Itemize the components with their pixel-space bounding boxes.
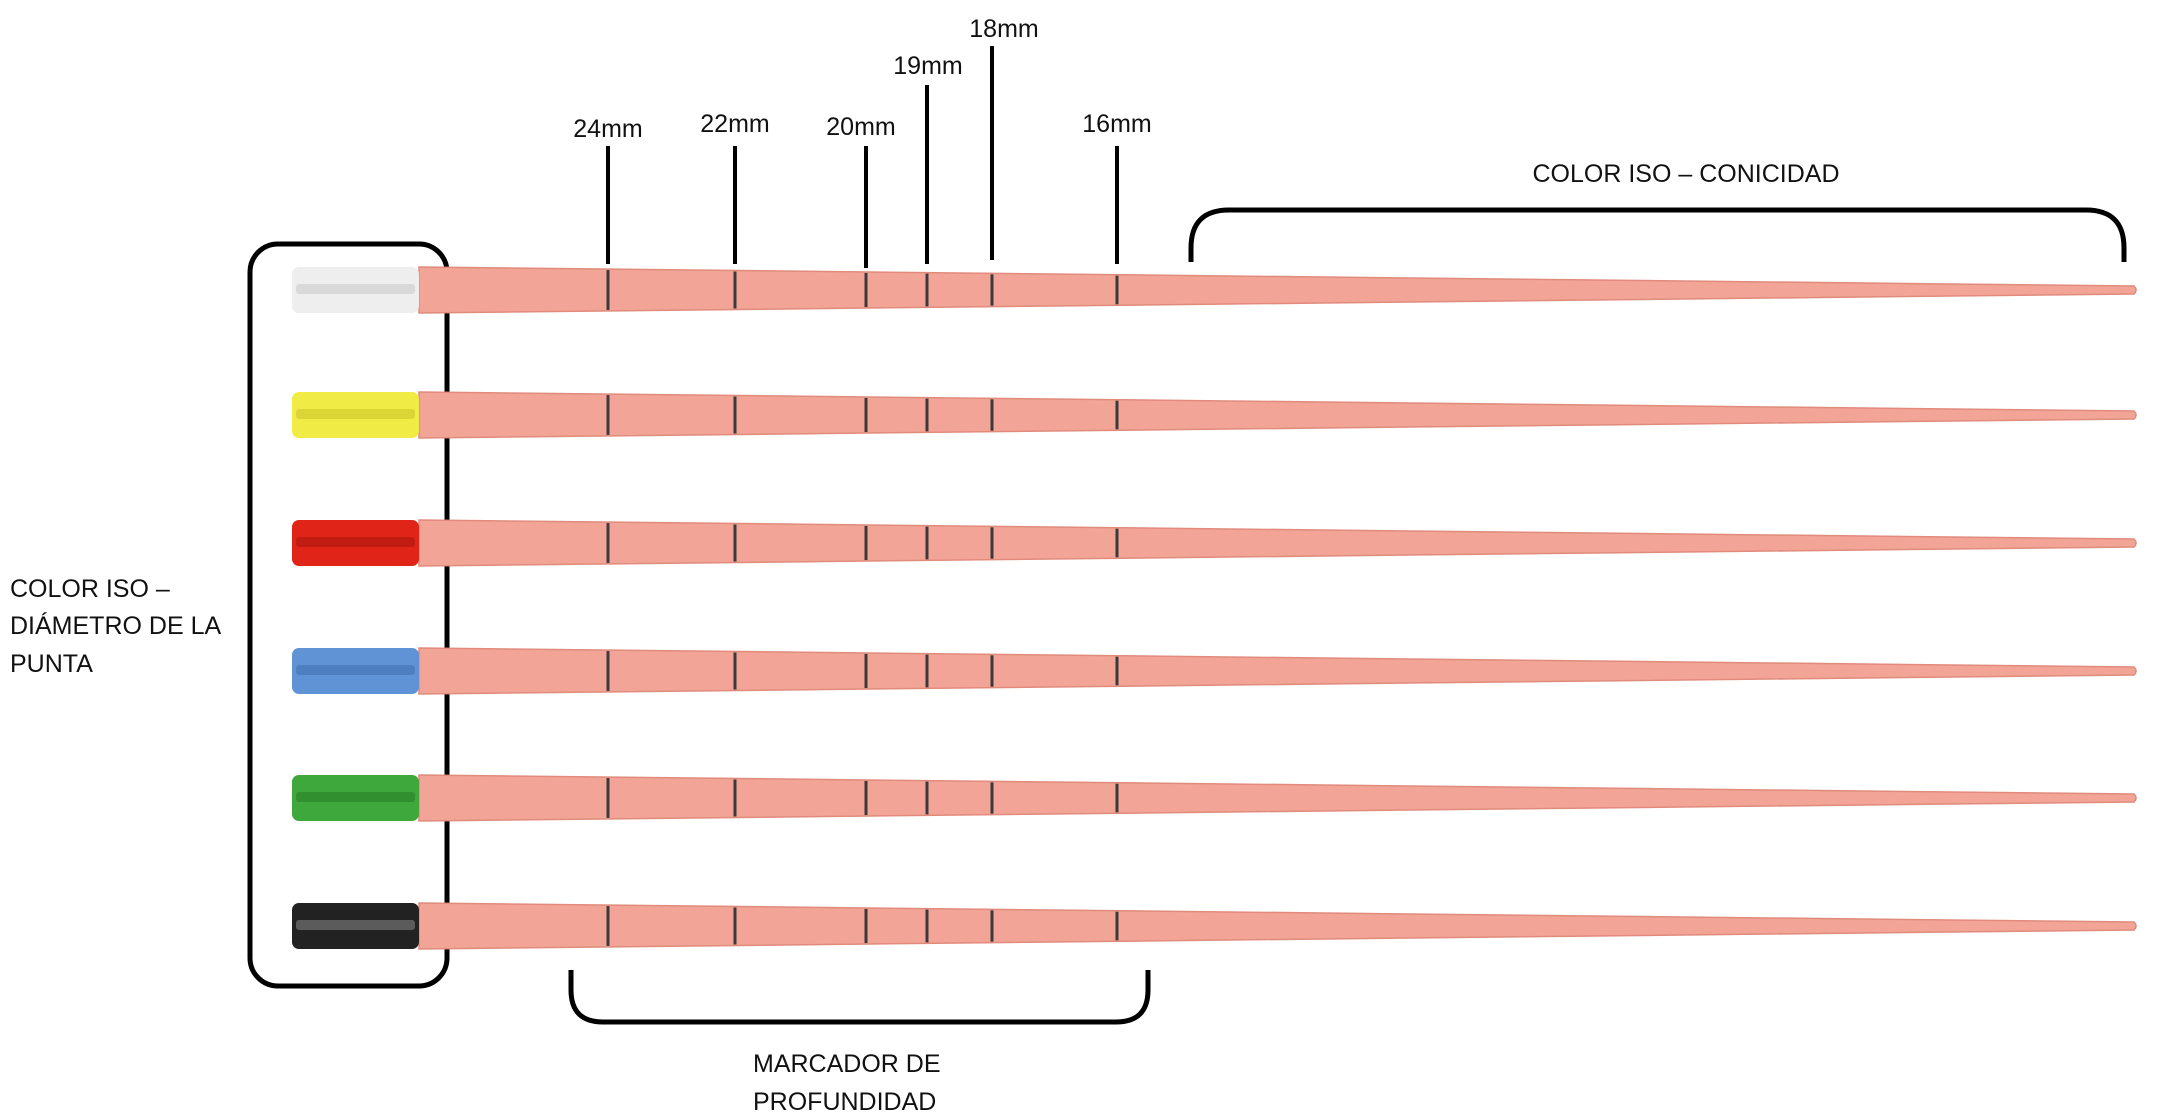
instrument-green [292,774,2137,822]
handle-shade-blue [296,665,415,675]
tip-color-label-line3: PUNTA [10,650,93,678]
depth-leader-lines [606,46,1119,268]
handle-shade-yellow [296,409,415,419]
depth-marker-label-line1: MARCADOR DE [753,1050,941,1078]
tip-color-label-line1: COLOR ISO – [10,575,170,603]
depth-label-19mm: 19mm [893,52,962,80]
depth-marker-label-line2: PROFUNDIDAD [753,1088,936,1116]
taper-color-label: COLOR ISO – CONICIDAD [1533,160,1840,188]
instrument-black [292,902,2137,950]
taper-bracket [1188,207,2127,262]
depth-label-16mm: 16mm [1082,110,1151,138]
handle-shade-white [296,284,415,294]
handle-shade-green [296,792,415,802]
tip-color-label-line2: DIÁMETRO DE LA [10,611,221,640]
shaft-white [418,266,2137,314]
tip-color-box [247,241,450,989]
instrument-files [292,266,2137,950]
instrument-white [292,266,2137,314]
instrument-yellow [292,391,2137,439]
depth-label-20mm: 20mm [826,113,895,141]
shaft-blue [418,647,2137,695]
instrument-red [292,519,2137,567]
shaft-red [418,519,2137,567]
handle-shade-black [296,920,415,930]
depth-marker-bracket [568,970,1151,1025]
shaft-yellow [418,391,2137,439]
shaft-black [418,902,2137,950]
depth-label-18mm: 18mm [969,15,1038,43]
instrument-blue [292,647,2137,695]
shaft-green [418,774,2137,822]
handle-shade-red [296,537,415,547]
depth-label-24mm: 24mm [573,115,642,143]
depth-label-22mm: 22mm [700,110,769,138]
